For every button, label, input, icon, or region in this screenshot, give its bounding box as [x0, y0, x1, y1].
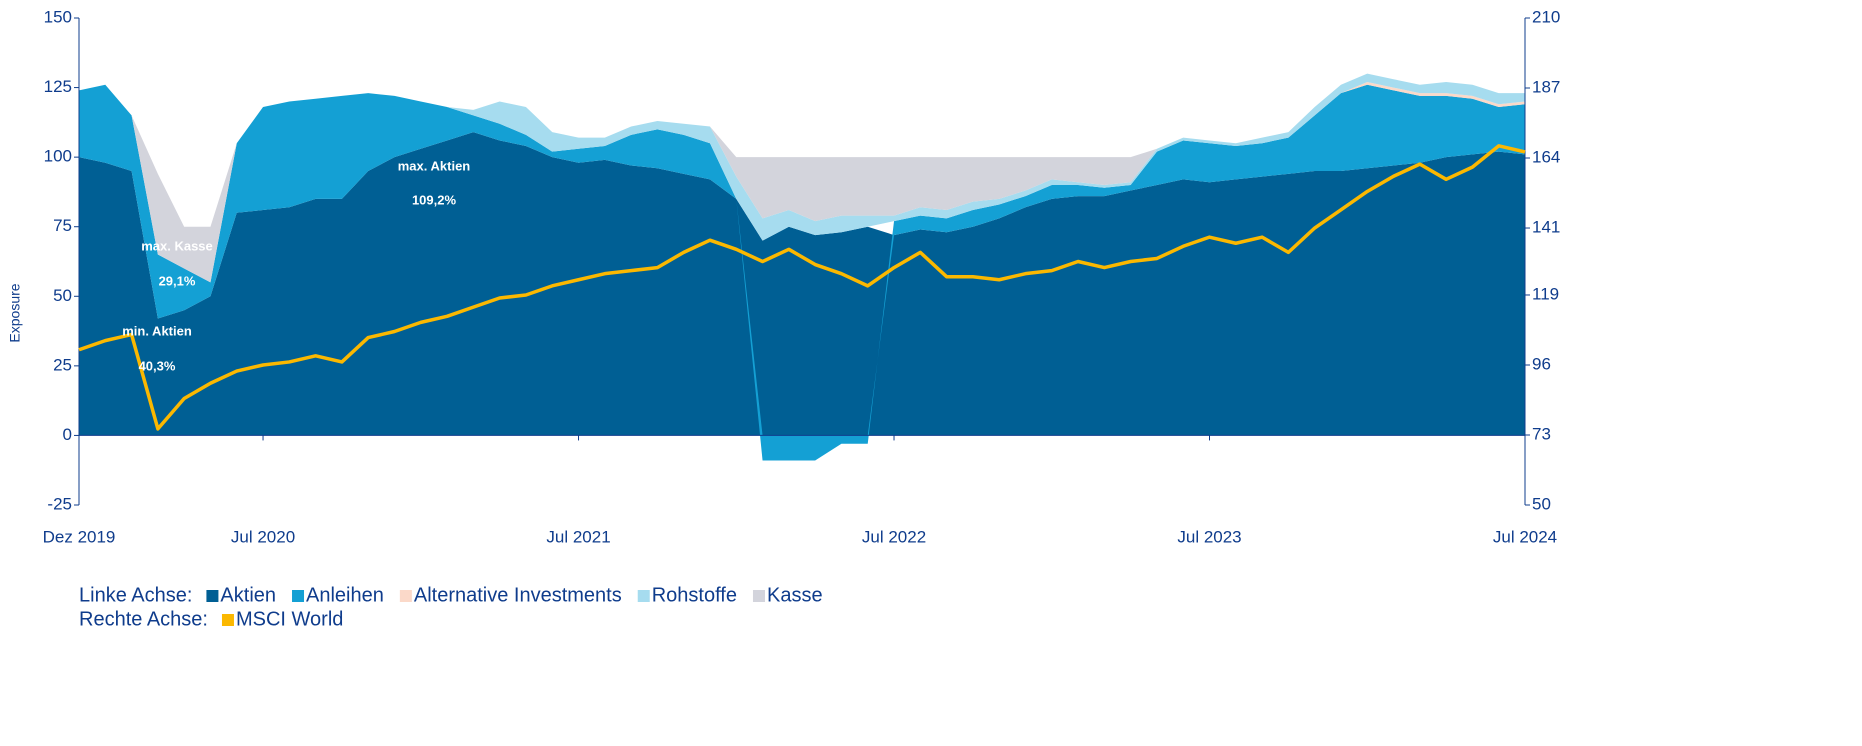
annotation: 29,1%: [159, 273, 196, 288]
y2-tick-label: 50: [1532, 494, 1551, 513]
y-tick-label: 50: [53, 286, 72, 305]
x-tick-label: Jul 2021: [546, 527, 610, 546]
y2-tick-label: 210: [1532, 7, 1560, 26]
annotation: max. Aktien: [398, 158, 471, 173]
legend-entry: MSCI World: [236, 608, 343, 630]
y2-tick-label: 164: [1532, 147, 1560, 166]
y-axis-label: Exposure: [7, 283, 23, 342]
x-tick-label: Dez 2019: [43, 527, 116, 546]
y2-tick-label: 96: [1532, 354, 1551, 373]
legend-label: Rechte Achse:: [79, 608, 208, 630]
area: [79, 73, 1525, 283]
y2-tick-label: 119: [1532, 284, 1559, 303]
legend-swatch: [206, 590, 219, 602]
x-tick-label: Jul 2022: [862, 527, 926, 546]
line: [78, 144, 1526, 431]
y-tick-label: -25: [47, 494, 72, 513]
y-tick-label: 150: [44, 7, 72, 26]
legend-swatch: [292, 590, 305, 602]
y-tick-label: 75: [53, 216, 72, 235]
x-tick-label: Jul 2020: [231, 527, 295, 546]
legend-label: Linke Achse:: [79, 584, 192, 606]
annotation: 109,2%: [412, 192, 457, 207]
y2-tick-label: 141: [1532, 218, 1560, 237]
legend-entry: Kasse: [767, 584, 823, 606]
legend-entry: Anleihen: [306, 584, 384, 606]
y-tick-label: 0: [63, 425, 72, 444]
legend-entry: Alternative Investments: [414, 584, 622, 606]
annotation: min. Aktien: [122, 323, 192, 338]
y-tick-label: 25: [53, 355, 72, 374]
x-tick-label: Jul 2024: [1493, 527, 1557, 546]
annotation: 40,3%: [139, 358, 176, 373]
y2-tick-label: 187: [1532, 77, 1560, 96]
annotation: max. Kasse: [141, 238, 213, 253]
legend-entry: Rohstoffe: [652, 584, 737, 606]
y-tick-label: 100: [44, 147, 72, 166]
legend-swatch: [399, 590, 412, 602]
legend-swatch: [221, 614, 234, 626]
legend-swatch: [637, 590, 650, 602]
x-tick-label: Jul 2023: [1177, 527, 1241, 546]
area: [79, 84, 1525, 461]
y-tick-label: 125: [44, 77, 72, 96]
y2-tick-label: 73: [1532, 424, 1551, 443]
legend-entry: Aktien: [220, 584, 276, 606]
area: [79, 132, 1525, 436]
legend-swatch: [752, 590, 765, 602]
